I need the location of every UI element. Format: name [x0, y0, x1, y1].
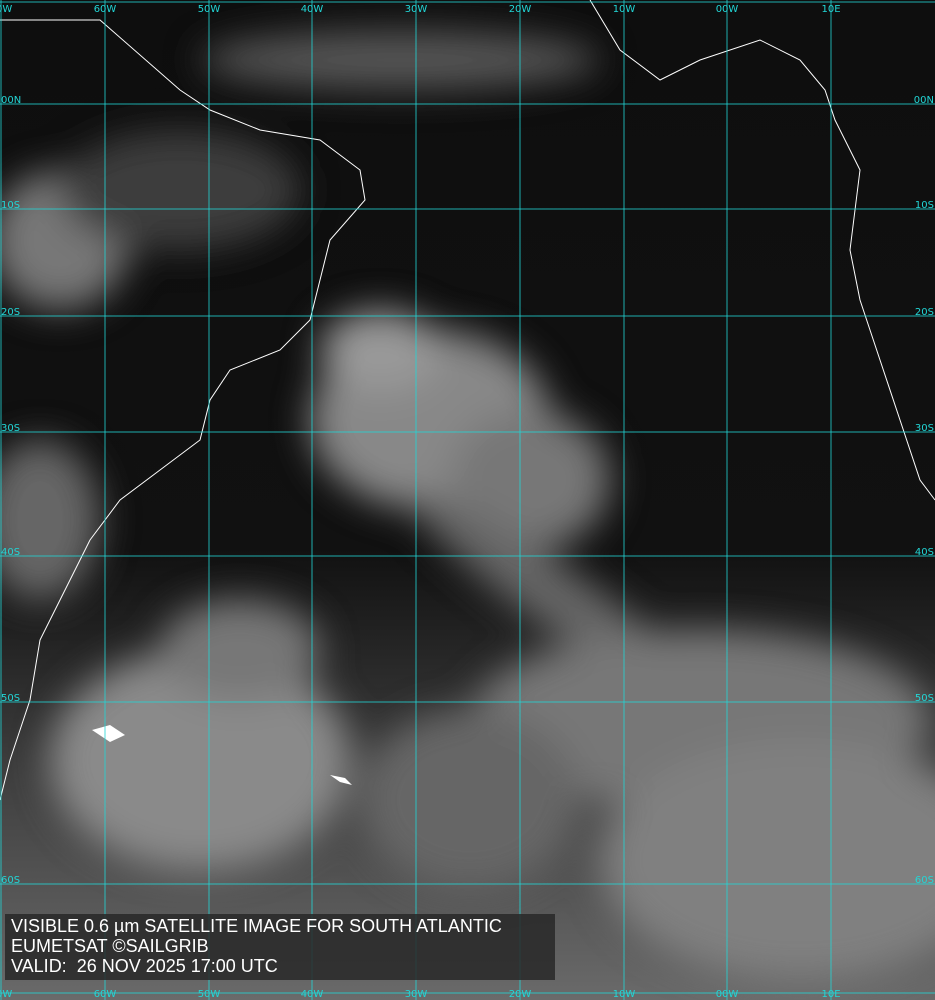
south-america-coast: [0, 19, 366, 801]
longitude-label-top: 40W: [301, 4, 324, 15]
longitude-label-top: 50W: [198, 4, 221, 15]
latitude-label-right: 60S: [915, 875, 934, 886]
caption-title: VISIBLE 0.6 µm SATELLITE IMAGE FOR SOUTH…: [11, 916, 502, 936]
latitude-label-left: 60S: [1, 875, 20, 886]
grid-labels: 70W 70W 60W 60W 50W 50W 40W 40W 30W 30W 20W 20W 10W 1…: [0, 4, 934, 1000]
longitude-label-bottom: 70W: [0, 989, 12, 1000]
latitude-label-left: 00N: [1, 95, 21, 106]
caption-valid-time: VALID: 26 NOV 2025 17:00 UTC: [11, 956, 278, 976]
caption-credit: EUMETSAT ©SAILGRIB: [11, 936, 209, 956]
caption-box: VISIBLE 0.6 µm SATELLITE IMAGE FOR SOUTH…: [5, 914, 555, 980]
falkland-islands: [92, 725, 125, 742]
latitude-label-left: 50S: [1, 693, 20, 704]
latitude-label-right: 10S: [915, 200, 934, 211]
longitude-label-bottom: 10W: [613, 989, 636, 1000]
south-georgia: [330, 775, 352, 785]
longitude-label-bottom: 20W: [509, 989, 532, 1000]
longitude-label-bottom: 60W: [94, 989, 117, 1000]
longitude-label-top: 30W: [405, 4, 428, 15]
longitude-label-bottom: 30W: [405, 989, 428, 1000]
longitude-label-top: 00W: [716, 4, 739, 15]
africa-coast: [589, 0, 935, 501]
latitude-label-right: 20S: [915, 307, 934, 318]
latitude-label-left: 30S: [1, 423, 20, 434]
longitude-label-bottom: 00W: [716, 989, 739, 1000]
longitude-label-bottom: 50W: [198, 989, 221, 1000]
latitude-label-right: 30S: [915, 423, 934, 434]
longitude-label-top: 60W: [94, 4, 117, 15]
longitude-label-bottom: 40W: [301, 989, 324, 1000]
latitude-label-left: 40S: [1, 547, 20, 558]
longitude-label-top: 10W: [613, 4, 636, 15]
longitude-label-top: 20W: [509, 4, 532, 15]
cloud-layer: [0, 30, 935, 980]
latitude-label-right: 50S: [915, 693, 934, 704]
latitude-label-right: 00N: [914, 95, 934, 106]
latitude-label-right: 40S: [915, 547, 934, 558]
longitude-label-top: 70W: [0, 4, 12, 15]
longitude-label-top: 10E: [821, 4, 840, 15]
latitude-label-left: 10S: [1, 200, 20, 211]
longitude-label-bottom: 10E: [821, 989, 840, 1000]
land-layer: [0, 0, 935, 801]
latitude-label-left: 20S: [1, 307, 20, 318]
